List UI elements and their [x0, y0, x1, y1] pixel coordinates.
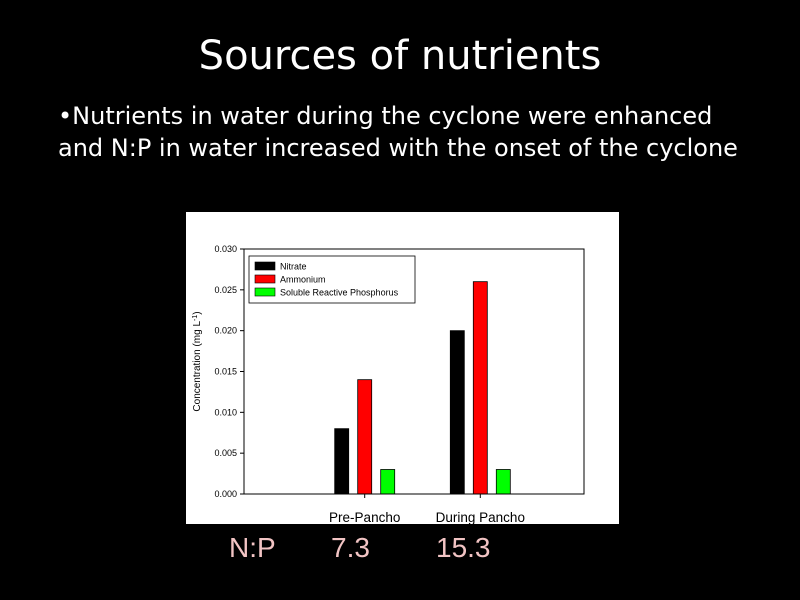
np-value-during-pancho: 15.3 — [436, 532, 491, 563]
y-tick-label: 0.010 — [214, 407, 237, 417]
bar-nitrate-1 — [334, 428, 350, 495]
np-ratio-row: N:P 7.3 15.3 — [0, 530, 800, 566]
legend-entry: Soluble Reactive Phosphorus — [280, 288, 399, 298]
bar-ammonium-2 — [472, 281, 488, 495]
legend-box — [248, 255, 416, 304]
chart-panel: 0.000 0.005 0.010 0.015 0.020 0.025 0.030 Pre-P… — [186, 212, 619, 524]
y-tick-label: 0.000 — [214, 489, 237, 499]
x-tick-label: During Pancho — [436, 510, 525, 524]
y-tick-label: 0.005 — [214, 448, 237, 458]
bar-soluble-reactive-phosphorus-2 — [495, 469, 511, 495]
bar-chart: 0.000 0.005 0.010 0.015 0.020 0.025 0.030 Pre-P… — [192, 244, 585, 524]
bar-ammonium-1 — [357, 379, 373, 495]
bar-nitrate-2 — [449, 330, 465, 495]
np-value-pre-pancho: 7.3 — [331, 532, 370, 563]
legend-swatch — [254, 274, 276, 284]
bars-layer — [334, 281, 511, 495]
legend-swatch — [254, 261, 276, 271]
np-label: N:P — [229, 532, 276, 563]
axis-layer: 0.000 0.005 0.010 0.015 0.020 0.025 0.030 Pre-P… — [214, 244, 524, 524]
legend-swatch — [254, 287, 276, 297]
y-tick-label: 0.015 — [214, 367, 237, 377]
slide-title: Sources of nutrients — [198, 33, 602, 79]
y-tick-label: 0.020 — [214, 326, 237, 336]
y-tick-label: 0.025 — [214, 285, 237, 295]
y-tick-label: 0.030 — [214, 244, 237, 254]
legend-entry: Ammonium — [280, 275, 326, 285]
y-axis-label: Concentration (mg L-1) — [192, 311, 204, 411]
x-tick-label: Pre-Pancho — [329, 510, 400, 524]
bar-soluble-reactive-phosphorus-1 — [380, 469, 396, 495]
bullet-text: •Nutrients in water during the cyclone w… — [58, 102, 738, 162]
legend-entry: Nitrate — [280, 262, 307, 272]
legend: Nitrate Ammonium Soluble Reactive Phosphor… — [248, 255, 416, 304]
